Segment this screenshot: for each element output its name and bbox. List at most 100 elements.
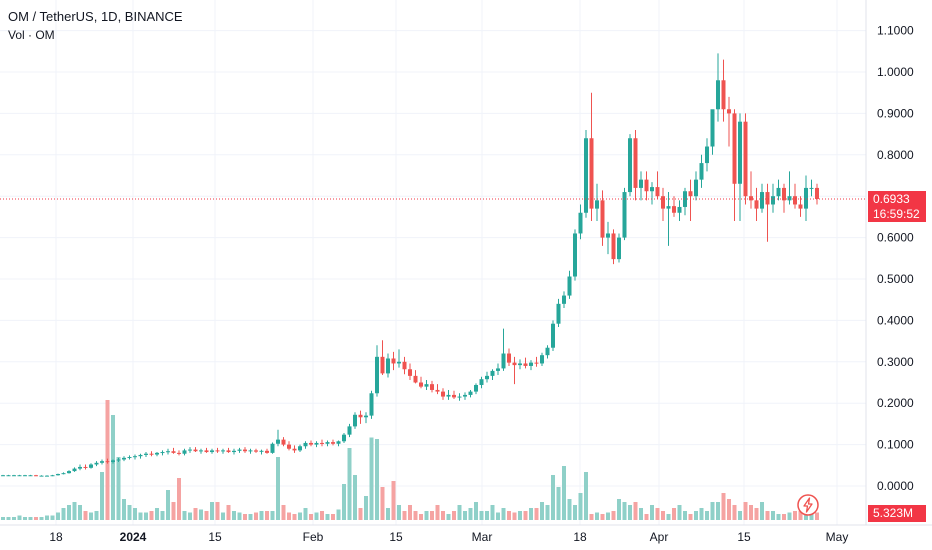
volume-bar <box>232 511 236 520</box>
chart-legend: OM / TetherUS, 1D, BINANCE Vol · OM <box>8 8 183 44</box>
volume-bar <box>166 490 170 520</box>
candle-body <box>12 475 16 477</box>
candle-body <box>182 450 187 454</box>
price-axis[interactable]: 1.10001.00000.90000.80000.70000.60000.50… <box>865 0 932 525</box>
candle-body <box>369 393 374 416</box>
candle-body <box>221 450 225 452</box>
volume-bar <box>661 511 665 520</box>
candle-body <box>644 179 649 192</box>
volume-bar <box>364 496 368 520</box>
volume-bar <box>243 514 247 520</box>
candle-body <box>397 361 401 364</box>
candle-body <box>292 448 297 451</box>
price-tick-label: 0.4000 <box>877 313 914 327</box>
candle-body <box>430 384 434 390</box>
candle-body <box>617 237 621 260</box>
volume-bar <box>303 508 308 520</box>
candle-body <box>518 363 522 366</box>
candle-body <box>303 442 308 447</box>
candle-body <box>199 450 203 452</box>
candle-body <box>721 80 726 110</box>
candle-body <box>419 382 423 387</box>
price-tick-label: 0.6000 <box>877 231 914 245</box>
volume-bar <box>798 511 803 520</box>
candle-body <box>809 187 814 189</box>
time-tick-label: 15 <box>208 530 222 544</box>
volume-bar <box>551 475 555 520</box>
candle-body <box>490 370 495 376</box>
volume-bar <box>292 514 297 520</box>
price-tick-label: 0.2000 <box>877 396 914 410</box>
volume-bar <box>567 499 572 520</box>
candle-body <box>793 196 797 205</box>
volume-bar <box>540 502 544 520</box>
volume-bar <box>666 514 671 520</box>
candle-body <box>375 356 379 394</box>
candle-body <box>578 212 583 234</box>
candle-body <box>496 368 500 371</box>
volume-bar <box>342 484 346 520</box>
volume-bar <box>589 514 594 520</box>
candle-body <box>529 362 533 366</box>
volume-bar <box>501 508 506 520</box>
candle-body <box>50 475 55 477</box>
candle-body <box>666 206 671 209</box>
candle-body <box>353 414 357 427</box>
volume-bar <box>72 502 77 520</box>
time-tick-label: 18 <box>573 530 587 544</box>
candle-body <box>732 113 737 184</box>
candle-body <box>743 121 748 197</box>
volume-label[interactable]: Vol · OM <box>8 28 55 42</box>
candle-body <box>710 109 715 147</box>
candle-body <box>34 475 38 477</box>
volume-bar <box>144 512 148 520</box>
volume-bar <box>716 502 720 520</box>
candle-body <box>325 442 330 444</box>
candle-body <box>540 355 544 364</box>
lightning-icon[interactable] <box>797 494 819 516</box>
candle-body <box>413 375 418 383</box>
volume-bar <box>710 502 715 520</box>
volume-bar <box>419 514 423 520</box>
volume-bar <box>28 517 33 520</box>
volume-bars <box>1 400 819 520</box>
candle-body <box>281 439 286 445</box>
volume-bar <box>738 511 742 520</box>
volume-bar <box>221 512 225 520</box>
volume-bar <box>380 487 385 520</box>
symbol-title[interactable]: OM / TetherUS, 1D, BINANCE <box>8 9 183 24</box>
candle-body <box>798 204 803 209</box>
time-tick-label: 15 <box>389 530 403 544</box>
volume-bar <box>83 511 88 520</box>
volume-bar <box>512 512 517 520</box>
candle-body <box>485 375 489 380</box>
candle-body <box>782 187 786 201</box>
time-tick-label: 15 <box>737 530 751 544</box>
candle-body <box>501 353 506 369</box>
volume-bar <box>760 502 764 520</box>
volume-bar <box>369 437 374 520</box>
candle-body <box>259 450 264 452</box>
volume-bar <box>430 511 434 520</box>
candle-body <box>39 475 44 477</box>
candle-body <box>45 475 49 477</box>
candle-body <box>89 464 93 468</box>
volume-bar <box>683 511 687 520</box>
candle-body <box>111 460 115 462</box>
candle-body <box>787 196 792 201</box>
volume-bar <box>600 514 605 520</box>
candle-body <box>56 473 60 476</box>
candle-body <box>727 109 731 114</box>
candle-body <box>474 384 478 392</box>
volume-bar <box>622 502 627 520</box>
candle-body <box>749 196 753 201</box>
time-axis[interactable]: 18 2024 15 Feb 15 Mar 18 Apr 15 May <box>0 524 932 544</box>
volume-bar <box>320 511 324 520</box>
volume-bar <box>562 466 566 520</box>
volume-bar <box>182 511 187 520</box>
volume-tag: 5.323M <box>868 505 926 522</box>
candle-body <box>672 206 676 213</box>
volume-bar <box>325 514 330 520</box>
volume-bar <box>595 512 599 520</box>
